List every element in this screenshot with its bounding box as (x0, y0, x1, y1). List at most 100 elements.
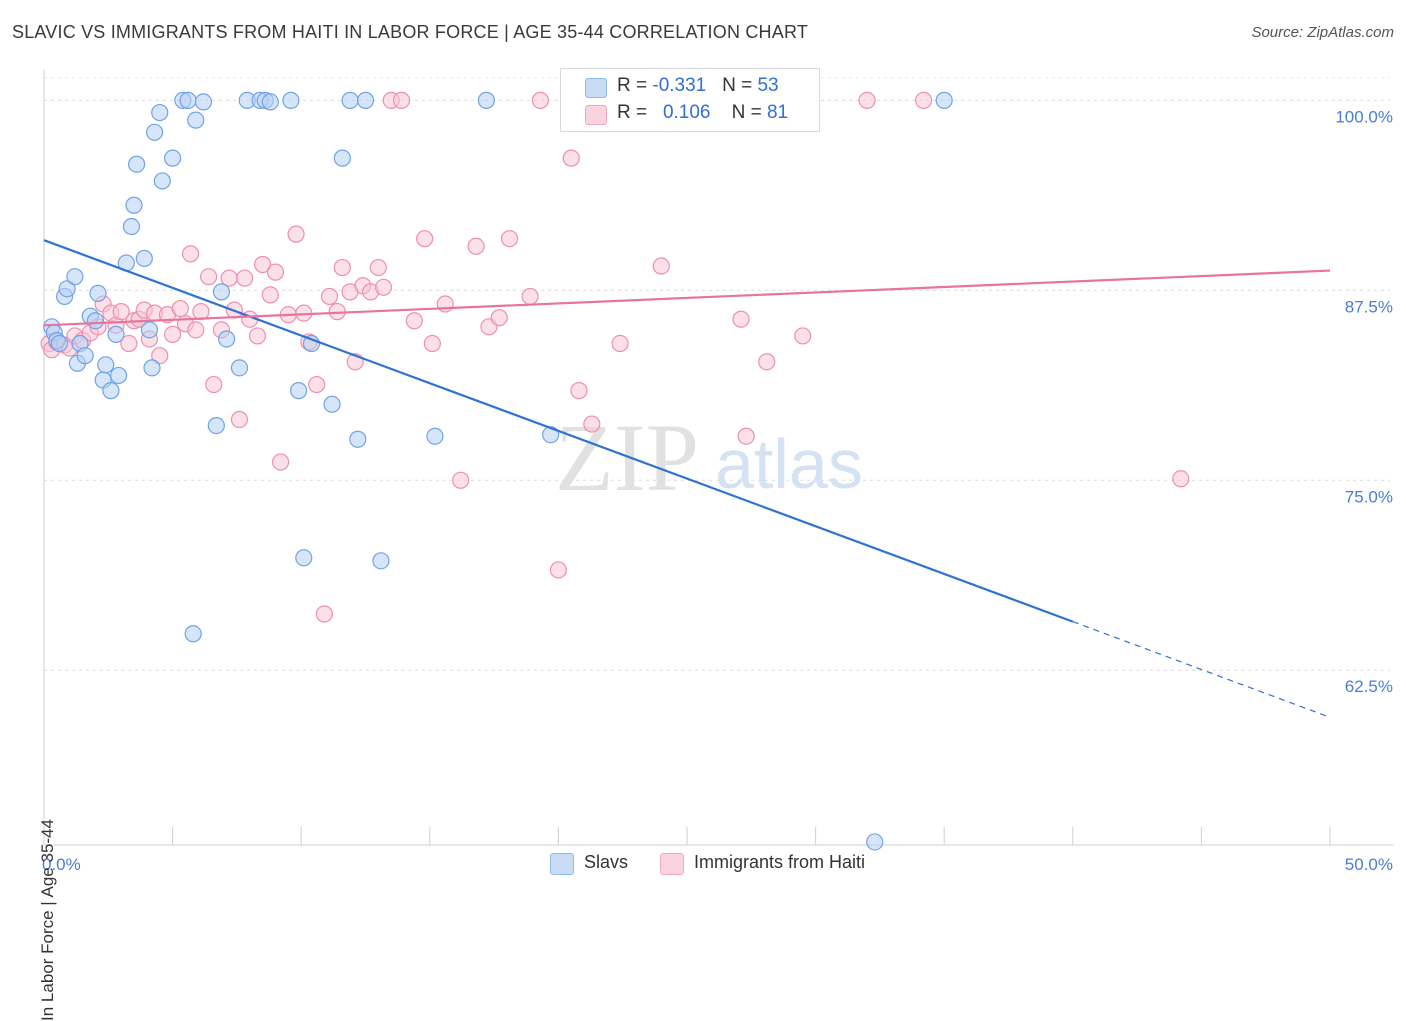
point-slavs (261, 93, 279, 111)
data-points (40, 91, 1190, 851)
point-haiti (570, 382, 588, 400)
point-slavs (143, 359, 161, 377)
point-haiti (200, 268, 218, 286)
point-haiti (562, 149, 580, 167)
point-haiti (758, 353, 776, 371)
point-slavs (341, 91, 359, 109)
point-haiti (416, 230, 434, 248)
point-slavs (179, 91, 197, 109)
point-slavs (542, 426, 560, 444)
x-tick-label: 50.0% (1345, 855, 1393, 874)
point-slavs (102, 382, 120, 400)
point-haiti (308, 375, 326, 394)
point-slavs (76, 347, 94, 365)
point-slavs (125, 196, 143, 214)
point-slavs (145, 123, 164, 141)
point-haiti (436, 295, 454, 313)
point-haiti (423, 334, 441, 353)
point-haiti (112, 303, 130, 321)
point-haiti (858, 91, 876, 109)
point-haiti (120, 334, 138, 353)
point-haiti (248, 327, 267, 345)
point-slavs (135, 249, 153, 268)
point-haiti (171, 299, 189, 318)
point-haiti (392, 91, 411, 109)
trend-line-haiti (43, 269, 1331, 327)
grid-lines (44, 77, 1390, 671)
x-tick-label: 0.0% (42, 855, 81, 874)
point-slavs (66, 268, 84, 286)
point-slavs (140, 321, 159, 339)
point-slavs (290, 382, 308, 400)
correlation-legend: R = -0.331 N = 53 R = 0.106 N = 81 (560, 68, 820, 132)
trend-line-slavs (43, 239, 1074, 623)
point-slavs (349, 430, 367, 448)
point-slavs (302, 334, 321, 353)
point-haiti (230, 410, 249, 429)
point-slavs (184, 625, 202, 643)
point-haiti (287, 225, 305, 243)
point-slavs (426, 427, 444, 445)
point-haiti (374, 278, 393, 296)
point-slavs (50, 334, 69, 353)
point-slavs (122, 217, 141, 236)
point-haiti (611, 334, 629, 353)
point-haiti (266, 263, 285, 281)
point-slavs (109, 366, 128, 385)
point-haiti (549, 561, 568, 579)
point-slavs (323, 395, 341, 413)
point-slavs (230, 359, 249, 377)
point-slavs (218, 330, 236, 348)
point-haiti (187, 321, 205, 339)
trend-line-slavs-extrapolated (1072, 621, 1331, 718)
point-haiti (1172, 470, 1190, 488)
bottom-legend-label-haiti: Immigrants from Haiti (694, 852, 866, 872)
legend-r-label: R = (617, 75, 653, 96)
legend-swatch-slavs (585, 78, 607, 98)
point-slavs (207, 416, 225, 435)
bottom-legend-swatch-haiti (660, 853, 684, 875)
point-haiti (521, 287, 539, 306)
point-slavs (127, 155, 146, 173)
bottom-legend-swatch-slavs (550, 853, 574, 875)
point-slavs (194, 93, 213, 111)
point-haiti (467, 237, 485, 255)
legend-r-value-slavs: -0.331 (652, 75, 707, 96)
point-haiti (320, 287, 339, 306)
point-slavs (282, 91, 300, 109)
watermark-atlas: atlas (715, 425, 863, 503)
bottom-legend-label-slavs: Slavs (584, 852, 629, 872)
point-haiti (192, 303, 210, 321)
chart-title: SLAVIC VS IMMIGRANTS FROM HAITI IN LABOR… (12, 22, 809, 42)
point-haiti (315, 605, 333, 623)
point-slavs (372, 552, 390, 570)
source-label: Source: ZipAtlas.com (1251, 24, 1394, 41)
point-haiti (205, 375, 223, 394)
point-haiti (732, 310, 750, 328)
point-slavs (97, 356, 115, 374)
scatter-chart: ZIP atlas 100.0% 87.5% 75.0% 62.5% 0.0% 50.0% (40, 70, 1394, 874)
point-slavs (58, 280, 76, 298)
point-haiti (164, 325, 182, 344)
watermark: ZIP atlas (555, 404, 863, 511)
point-haiti (915, 91, 933, 109)
point-slavs (333, 149, 351, 167)
point-haiti (531, 91, 549, 109)
y-tick-label: 75.0% (1345, 487, 1393, 506)
point-haiti (500, 230, 519, 248)
point-haiti (405, 312, 423, 330)
point-slavs (356, 91, 375, 109)
point-slavs (151, 103, 169, 122)
legend-n-value-haiti: 81 (766, 102, 789, 123)
legend-n-value-slavs: 53 (757, 75, 779, 96)
point-haiti (652, 257, 670, 275)
y-tick-label: 87.5% (1345, 297, 1393, 316)
axes (43, 70, 1394, 846)
point-haiti (737, 427, 755, 445)
legend-swatch-haiti (585, 105, 607, 125)
point-haiti (369, 258, 387, 277)
legend-n-label: N = (722, 75, 758, 96)
trend-lines (43, 239, 1331, 718)
point-haiti (490, 309, 508, 327)
point-haiti (236, 269, 254, 287)
